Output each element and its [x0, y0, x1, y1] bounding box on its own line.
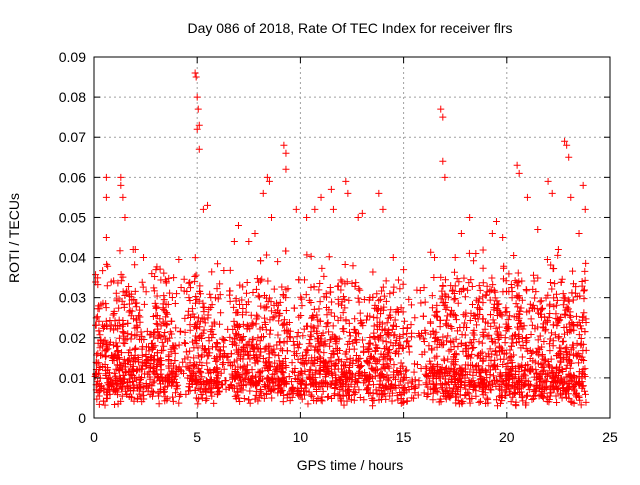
x-tick-label: 20 — [499, 429, 515, 445]
x-tick-label: 10 — [293, 429, 309, 445]
chart-title: Day 086 of 2018, Rate Of TEC Index for r… — [187, 20, 512, 36]
x-tick-label: 15 — [396, 429, 412, 445]
y-tick-label: 0 — [78, 410, 86, 426]
y-axis-label: ROTI / TECUs — [6, 193, 22, 283]
y-tick-label: 0.05 — [59, 209, 86, 225]
y-tick-label: 0.09 — [59, 49, 86, 65]
y-tick-label: 0.03 — [59, 290, 86, 306]
x-axis-label: GPS time / hours — [297, 457, 404, 473]
x-tick-label: 0 — [90, 429, 98, 445]
y-tick-label: 0.08 — [59, 89, 86, 105]
y-tick-label: 0.02 — [59, 330, 86, 346]
y-tick-label: 0.07 — [59, 129, 86, 145]
x-tick-label: 5 — [193, 429, 201, 445]
x-tick-label: 25 — [602, 429, 618, 445]
y-tick-label: 0.06 — [59, 169, 86, 185]
y-tick-label: 0.04 — [59, 250, 86, 266]
y-tick-label: 0.01 — [59, 370, 86, 386]
